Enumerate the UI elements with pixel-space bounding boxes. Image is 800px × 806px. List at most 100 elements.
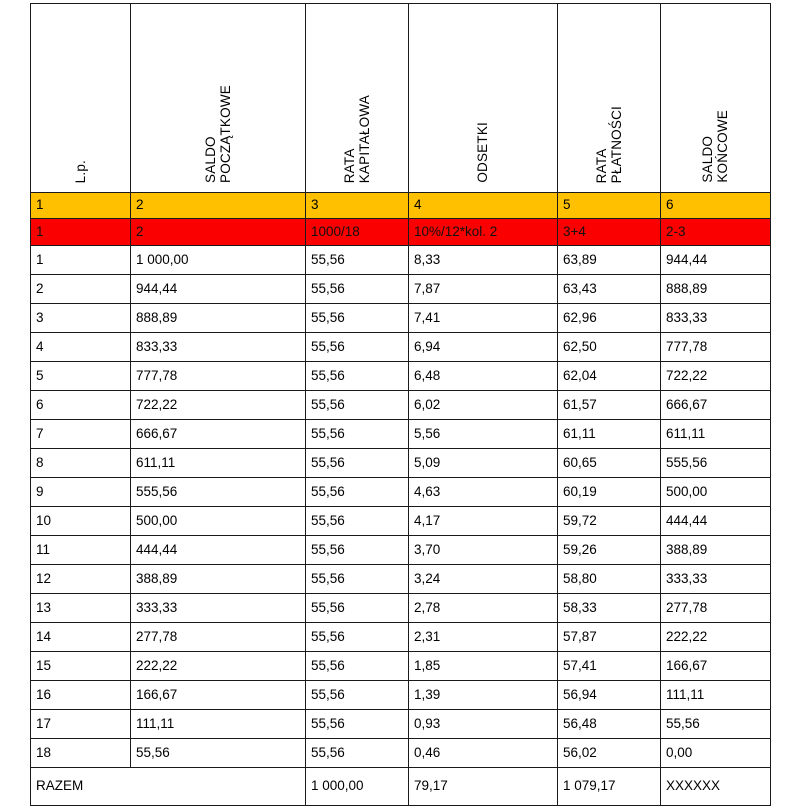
header-rata-platnosci-wrap: RATA PŁATNOŚCI <box>558 106 660 187</box>
cell-odsetki: 6,02 <box>408 390 558 420</box>
cell-odsetki: 0,93 <box>408 709 558 739</box>
cell-lp: 8 <box>30 448 131 478</box>
cell-saldo-poczatkowe: 277,78 <box>130 622 306 652</box>
cell-saldo-koncowe: 611,11 <box>660 419 771 449</box>
formula-cell-2: 2 <box>130 218 306 246</box>
cell-odsetki: 7,87 <box>408 274 558 304</box>
cell-saldo-poczatkowe: 166,67 <box>130 680 306 710</box>
formula-cell-6: 2-3 <box>660 218 771 246</box>
cell-saldo-poczatkowe: 555,56 <box>130 477 306 507</box>
header-lp-wrap: L.p. <box>31 160 130 187</box>
cell-rata-kapitalowa: 55,56 <box>305 593 409 623</box>
cell-saldo-poczatkowe: 944,44 <box>130 274 306 304</box>
cell-rata-platnosci: 56,02 <box>557 738 661 768</box>
total-label: RAZEM <box>30 767 306 806</box>
header-cell-odsetki: ODSETKI <box>408 3 558 193</box>
cell-saldo-koncowe: 666,67 <box>660 390 771 420</box>
cell-odsetki: 8,33 <box>408 245 558 275</box>
cell-rata-kapitalowa: 55,56 <box>305 535 409 565</box>
cell-saldo-poczatkowe: 833,33 <box>130 332 306 362</box>
cell-saldo-koncowe: 111,11 <box>660 680 771 710</box>
cell-rata-kapitalowa: 55,56 <box>305 448 409 478</box>
cell-rata-platnosci: 62,04 <box>557 361 661 391</box>
cell-odsetki: 0,46 <box>408 738 558 768</box>
cell-saldo-koncowe: 888,89 <box>660 274 771 304</box>
cell-lp: 4 <box>30 332 131 362</box>
cell-odsetki: 3,70 <box>408 535 558 565</box>
header-lp: L.p. <box>72 159 88 183</box>
cell-rata-platnosci: 61,57 <box>557 390 661 420</box>
cell-rata-platnosci: 56,94 <box>557 680 661 710</box>
cell-odsetki: 5,09 <box>408 448 558 478</box>
formula-cell-5: 3+4 <box>557 218 661 246</box>
cell-lp: 6 <box>30 390 131 420</box>
table-row: 10 500,00 55,56 4,17 59,72 444,44 <box>30 506 771 536</box>
cell-lp: 1 <box>30 245 131 275</box>
cell-saldo-koncowe: 222,22 <box>660 622 771 652</box>
table-row: 16 166,67 55,56 1,39 56,94 111,11 <box>30 680 771 710</box>
cell-rata-kapitalowa: 55,56 <box>305 622 409 652</box>
table-header-row: L.p. SALDO POCZĄTKOWE RATA KAPITAŁOWA OD… <box>30 3 771 193</box>
cell-saldo-koncowe: 0,00 <box>660 738 771 768</box>
cell-rata-platnosci: 62,96 <box>557 303 661 333</box>
cell-saldo-koncowe: 777,78 <box>660 332 771 362</box>
cell-saldo-koncowe: 277,78 <box>660 593 771 623</box>
cell-rata-kapitalowa: 55,56 <box>305 477 409 507</box>
table-row: 15 222,22 55,56 1,85 57,41 166,67 <box>30 651 771 681</box>
cell-lp: 7 <box>30 419 131 449</box>
cell-rata-kapitalowa: 55,56 <box>305 709 409 739</box>
cell-odsetki: 1,85 <box>408 651 558 681</box>
cell-rata-platnosci: 61,11 <box>557 419 661 449</box>
cell-saldo-poczatkowe: 611,11 <box>130 448 306 478</box>
cell-saldo-poczatkowe: 1 000,00 <box>130 245 306 275</box>
header-odsetki-wrap: ODSETKI <box>409 122 557 186</box>
cell-rata-platnosci: 58,80 <box>557 564 661 594</box>
table-row: 12 388,89 55,56 3,24 58,80 333,33 <box>30 564 771 594</box>
cell-saldo-koncowe: 55,56 <box>660 709 771 739</box>
cell-rata-platnosci: 59,26 <box>557 535 661 565</box>
cell-rata-platnosci: 59,72 <box>557 506 661 536</box>
cell-rata-kapitalowa: 55,56 <box>305 274 409 304</box>
cell-lp: 17 <box>30 709 131 739</box>
formula-row: 1 2 1000/18 10%/12*kol. 2 3+4 2-3 <box>30 218 771 246</box>
header-saldo-koncowe: SALDO KOŃCOWE <box>700 110 731 183</box>
header-saldo-koncowe-wrap: SALDO KOŃCOWE <box>661 110 770 186</box>
header-saldo-poczatkowe-wrap: SALDO POCZĄTKOWE <box>131 85 305 186</box>
header-cell-rata-kapitalowa: RATA KAPITAŁOWA <box>305 3 409 193</box>
cell-odsetki: 2,78 <box>408 593 558 623</box>
cell-rata-kapitalowa: 55,56 <box>305 245 409 275</box>
header-saldo-poczatkowe: SALDO POCZĄTKOWE <box>202 84 233 183</box>
cell-saldo-koncowe: 500,00 <box>660 477 771 507</box>
table-row: 2 944,44 55,56 7,87 63,43 888,89 <box>30 274 771 304</box>
cell-lp: 18 <box>30 738 131 768</box>
table-row: 11 444,44 55,56 3,70 59,26 388,89 <box>30 535 771 565</box>
cell-odsetki: 4,63 <box>408 477 558 507</box>
cell-rata-platnosci: 60,19 <box>557 477 661 507</box>
table-row: 3 888,89 55,56 7,41 62,96 833,33 <box>30 303 771 333</box>
cell-saldo-poczatkowe: 222,22 <box>130 651 306 681</box>
cell-rata-platnosci: 60,65 <box>557 448 661 478</box>
cell-rata-kapitalowa: 55,56 <box>305 332 409 362</box>
cell-rata-platnosci: 58,33 <box>557 593 661 623</box>
column-number-row: 1 2 3 4 5 6 <box>30 192 771 219</box>
cell-lp: 13 <box>30 593 131 623</box>
formula-cell-4: 10%/12*kol. 2 <box>408 218 558 246</box>
cell-lp: 15 <box>30 651 131 681</box>
table-row: 13 333,33 55,56 2,78 58,33 277,78 <box>30 593 771 623</box>
cell-saldo-poczatkowe: 777,78 <box>130 361 306 391</box>
cell-lp: 12 <box>30 564 131 594</box>
column-number-1: 1 <box>30 192 131 219</box>
cell-rata-platnosci: 62,50 <box>557 332 661 362</box>
cell-odsetki: 3,24 <box>408 564 558 594</box>
cell-rata-kapitalowa: 55,56 <box>305 651 409 681</box>
cell-rata-platnosci: 57,87 <box>557 622 661 652</box>
cell-rata-kapitalowa: 55,56 <box>305 419 409 449</box>
cell-rata-kapitalowa: 55,56 <box>305 506 409 536</box>
table-row: 8 611,11 55,56 5,09 60,65 555,56 <box>30 448 771 478</box>
table-row: 5 777,78 55,56 6,48 62,04 722,22 <box>30 361 771 391</box>
table-row: 17 111,11 55,56 0,93 56,48 55,56 <box>30 709 771 739</box>
cell-lp: 16 <box>30 680 131 710</box>
cell-saldo-poczatkowe: 55,56 <box>130 738 306 768</box>
header-rata-kapitalowa-wrap: RATA KAPITAŁOWA <box>306 95 408 186</box>
